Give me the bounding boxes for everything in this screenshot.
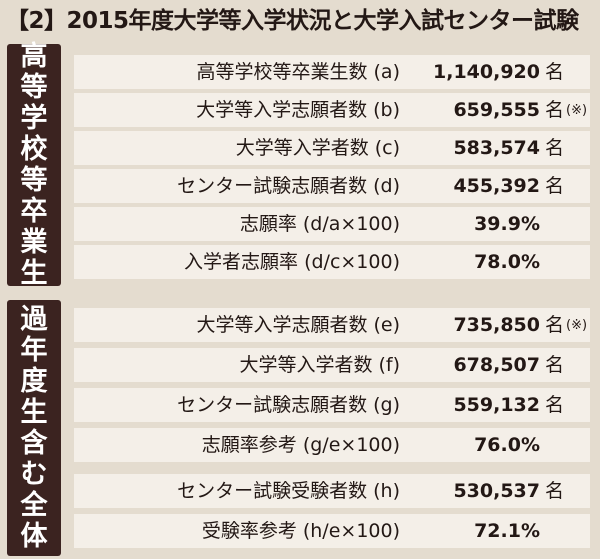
- side-char: 体: [20, 521, 48, 552]
- table-row: 入学者志願率 (d/c×100) 78.0%: [74, 245, 590, 279]
- row-label: 大学等入学者数 (c): [235, 137, 400, 159]
- row-unit: 名: [545, 175, 565, 197]
- row-label: 大学等入学志願者数 (e): [196, 314, 400, 336]
- side-char: 含: [20, 428, 48, 459]
- table-row: 受験率参考 (h/e×100) 72.1%: [74, 514, 590, 548]
- row-value: 76.0%: [474, 434, 540, 456]
- row-unit: 名: [545, 99, 565, 121]
- table-row: 高等学校等卒業生数 (a) 1,140,920 名: [74, 55, 590, 89]
- data-rows: 高等学校等卒業生数 (a) 1,140,920 名 大学等入学志願者数 (b) …: [74, 44, 590, 286]
- page-title: 【2】2015年度大学等入学状況と大学入試センター試験: [6, 8, 579, 34]
- row-label: 受験率参考 (h/e×100): [201, 520, 400, 542]
- row-value: 659,555: [453, 99, 540, 121]
- row-unit: 名: [545, 137, 565, 159]
- row-label: 志願率 (d/a×100): [239, 213, 400, 235]
- table-row: 大学等入学志願者数 (b) 659,555 名 (※): [74, 93, 590, 127]
- side-char: 高: [20, 41, 48, 72]
- row-label: 志願率参考 (g/e×100): [201, 434, 400, 456]
- side-char: 等: [20, 165, 48, 196]
- row-value: 530,537: [453, 480, 540, 502]
- table-row: 大学等入学志願者数 (e) 735,850 名 (※): [74, 308, 590, 342]
- side-char: 度: [20, 366, 48, 397]
- side-char: 学: [20, 103, 48, 134]
- section-side-label: 過 年 度 生 含 む 全 体: [7, 300, 61, 556]
- row-unit: 名: [545, 394, 565, 416]
- row-unit: 名: [545, 354, 565, 376]
- row-value: 39.9%: [474, 213, 540, 235]
- row-note: (※): [566, 318, 588, 333]
- row-value: 559,132: [453, 394, 540, 416]
- section-side-label: 高 等 学 校 等 卒 業 生: [7, 41, 61, 289]
- row-value: 678,507: [453, 354, 540, 376]
- table-row: センター試験志願者数 (g) 559,132 名: [74, 388, 590, 422]
- table-row: センター試験志願者数 (d) 455,392 名: [74, 169, 590, 203]
- row-unit: 名: [545, 61, 565, 83]
- table-row: 大学等入学者数 (c) 583,574 名: [74, 131, 590, 165]
- side-char: 過: [20, 304, 48, 335]
- table-row: 志願率 (d/a×100) 39.9%: [74, 207, 590, 241]
- row-unit: 名: [545, 480, 565, 502]
- row-value: 583,574: [453, 137, 540, 159]
- section-high-school-graduates: 高 等 学 校 等 卒 業 生 高等学校等卒業生数 (a) 1,140,920 …: [0, 41, 600, 289]
- data-rows: 大学等入学志願者数 (e) 735,850 名 (※) 大学等入学者数 (f) …: [74, 300, 590, 556]
- row-value: 78.0%: [474, 251, 540, 273]
- row-note: (※): [566, 103, 588, 118]
- row-value: 1,140,920: [433, 61, 540, 83]
- side-char: 生: [20, 258, 48, 289]
- row-label: センター試験志願者数 (g): [177, 394, 400, 416]
- table-row: 大学等入学者数 (f) 678,507 名: [74, 348, 590, 382]
- side-char: 生: [20, 397, 48, 428]
- row-value: 455,392: [453, 175, 540, 197]
- row-label: 高等学校等卒業生数 (a): [196, 61, 400, 83]
- table-row: 志願率参考 (g/e×100) 76.0%: [74, 428, 590, 462]
- row-label: 入学者志願率 (d/c×100): [184, 251, 400, 273]
- row-label: 大学等入学者数 (f): [239, 354, 400, 376]
- row-value: 72.1%: [474, 520, 540, 542]
- side-char: 業: [20, 227, 48, 258]
- side-char: 年: [20, 335, 48, 366]
- side-char: 全: [20, 490, 48, 521]
- side-char: 等: [20, 72, 48, 103]
- side-char: 校: [20, 134, 48, 165]
- table-row: センター試験受験者数 (h) 530,537 名: [74, 474, 590, 508]
- row-label: センター試験受験者数 (h): [177, 480, 400, 502]
- row-value: 735,850: [453, 314, 540, 336]
- side-char: 卒: [20, 196, 48, 227]
- row-label: センター試験志願者数 (d): [177, 175, 400, 197]
- section-all-including-past-graduates: 過 年 度 生 含 む 全 体 大学等入学志願者数 (e) 735,850 名 …: [0, 300, 600, 556]
- row-label: 大学等入学志願者数 (b): [196, 99, 400, 121]
- row-unit: 名: [545, 314, 565, 336]
- side-char: む: [20, 459, 48, 490]
